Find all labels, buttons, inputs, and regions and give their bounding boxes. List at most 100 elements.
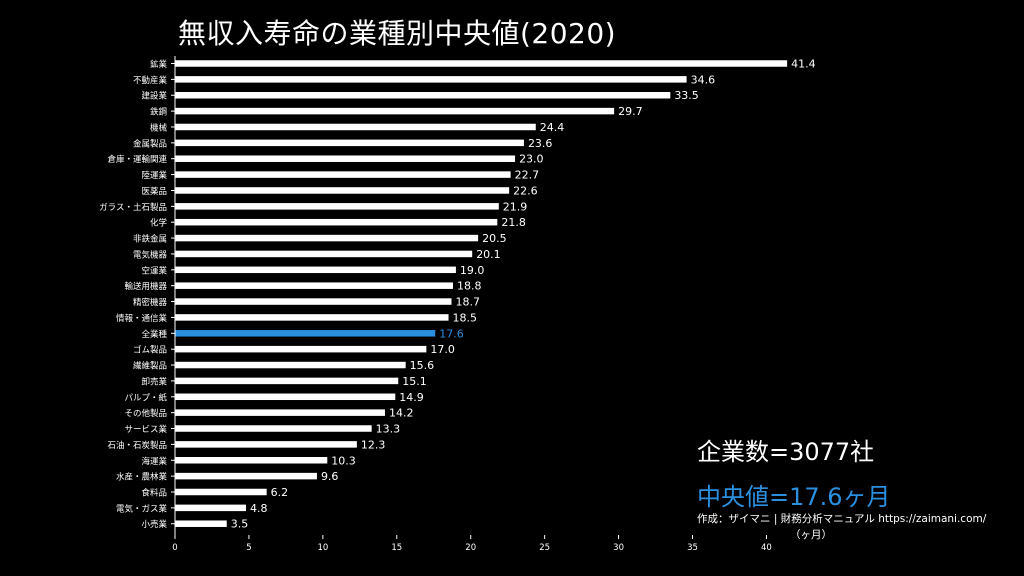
category-label-13: 空運業 [141,265,167,276]
bar-8 [175,187,510,194]
value-label-20: 15.1 [402,375,427,388]
category-label-25: 海運業 [141,456,167,467]
category-label-24: 石油・石炭製品 [107,440,167,451]
value-label-9: 21.9 [503,200,528,213]
category-label-4: 機械 [150,122,168,133]
bar-5 [175,139,524,147]
x-tick-label-6: 30 [613,543,624,553]
credit-text: 作成：ザイマニ | 財務分析マニュアル https://zaimani.com/ [697,513,987,525]
bar-29 [175,520,227,527]
value-label-18: 17.0 [430,343,455,356]
bar-7 [175,171,511,178]
bar-18 [175,345,427,353]
bar-6 [175,155,516,162]
category-label-16: 情報・通信業 [116,313,168,324]
value-label-19: 15.6 [410,359,435,372]
bar-19 [175,361,406,369]
category-label-19: 繊維製品 [133,361,167,372]
value-label-27: 6.2 [271,486,289,499]
bar-20 [175,377,399,385]
bar-21 [175,393,396,401]
bar-14 [175,282,453,289]
category-label-26: 水産・農林業 [116,472,168,483]
value-label-23: 13.3 [376,423,401,436]
value-label-10: 21.8 [501,216,526,229]
x-axis-unit-label: （ヶ月） [790,529,832,541]
value-label-5: 23.6 [528,137,553,150]
bar-0 [175,60,788,67]
value-label-21: 14.9 [399,391,424,404]
category-label-23: サービス業 [124,424,167,435]
company-count-text: 企業数=3077社 [697,438,875,466]
bar-16 [175,314,449,321]
category-label-22: その他製品 [124,408,167,419]
value-label-8: 22.6 [513,184,538,197]
value-label-1: 34.6 [691,73,716,86]
value-label-12: 20.1 [476,248,501,261]
x-tick-label-8: 40 [761,543,772,553]
bar-9 [175,203,499,210]
x-tick-label-5: 25 [539,543,550,553]
value-label-13: 19.0 [460,264,485,277]
category-label-21: パルプ・紙 [124,392,167,403]
value-label-0: 41.4 [791,58,816,71]
value-label-3: 29.7 [618,105,643,118]
value-label-17: 17.6 [439,327,464,340]
bar-22 [175,409,385,416]
category-label-29: 小売業 [141,519,167,530]
x-tick-label-4: 20 [465,543,476,553]
category-label-14: 輸送用機器 [124,281,167,292]
bar-28 [175,504,246,512]
value-label-14: 18.8 [457,280,482,293]
bar-17 [175,330,436,337]
value-label-16: 18.5 [453,311,478,324]
x-tick-label-3: 15 [391,543,402,553]
category-label-18: ゴム製品 [133,345,167,356]
bar-13 [175,266,456,274]
bar-12 [175,250,473,258]
value-label-28: 4.8 [250,502,268,515]
bar-10 [175,218,498,226]
bar-24 [175,441,357,448]
summary-panel: 企業数=3077社 中央値=17.6ヶ月 [697,432,891,512]
bar-15 [175,298,452,305]
category-label-17: 全業種 [141,329,167,340]
bar-1 [175,76,687,83]
median-value-text: 中央値=17.6ヶ月 [697,483,891,511]
value-label-4: 24.4 [540,121,565,134]
bar-27 [175,488,267,496]
value-label-29: 3.5 [231,518,249,531]
category-label-10: 化学 [150,218,168,229]
value-label-6: 23.0 [519,153,544,166]
value-label-15: 18.7 [455,296,480,309]
category-label-9: ガラス・土石製品 [99,202,167,213]
x-tick-label-0: 0 [172,543,177,553]
category-label-12: 電気機器 [133,249,168,260]
value-label-26: 9.6 [321,470,339,483]
x-tick-label-1: 5 [246,543,251,553]
category-label-20: 卸売業 [141,376,167,387]
category-label-27: 食料品 [141,487,167,498]
value-label-7: 22.7 [515,169,540,182]
bar-23 [175,425,372,432]
category-label-7: 陸運業 [141,170,167,181]
value-label-22: 14.2 [389,407,414,420]
value-label-25: 10.3 [331,454,356,467]
bar-25 [175,457,328,464]
category-label-8: 医薬品 [141,186,167,197]
category-label-15: 精密機器 [133,297,168,308]
x-tick-label-7: 35 [687,543,698,553]
bar-4 [175,123,536,131]
category-label-3: 鉄鋼 [150,107,167,118]
category-label-28: 電気・ガス業 [116,503,168,514]
category-label-0: 鉱業 [150,59,168,70]
x-tick-label-2: 10 [317,543,328,553]
category-label-2: 建設業 [141,91,167,102]
category-label-1: 不動産業 [133,75,168,86]
category-label-5: 金属製品 [133,138,167,149]
bar-11 [175,234,479,242]
category-label-11: 非鉄金属 [133,234,167,245]
value-label-2: 33.5 [674,89,699,102]
chart-title: 無収入寿命の業種別中央値(2020) [178,17,617,50]
